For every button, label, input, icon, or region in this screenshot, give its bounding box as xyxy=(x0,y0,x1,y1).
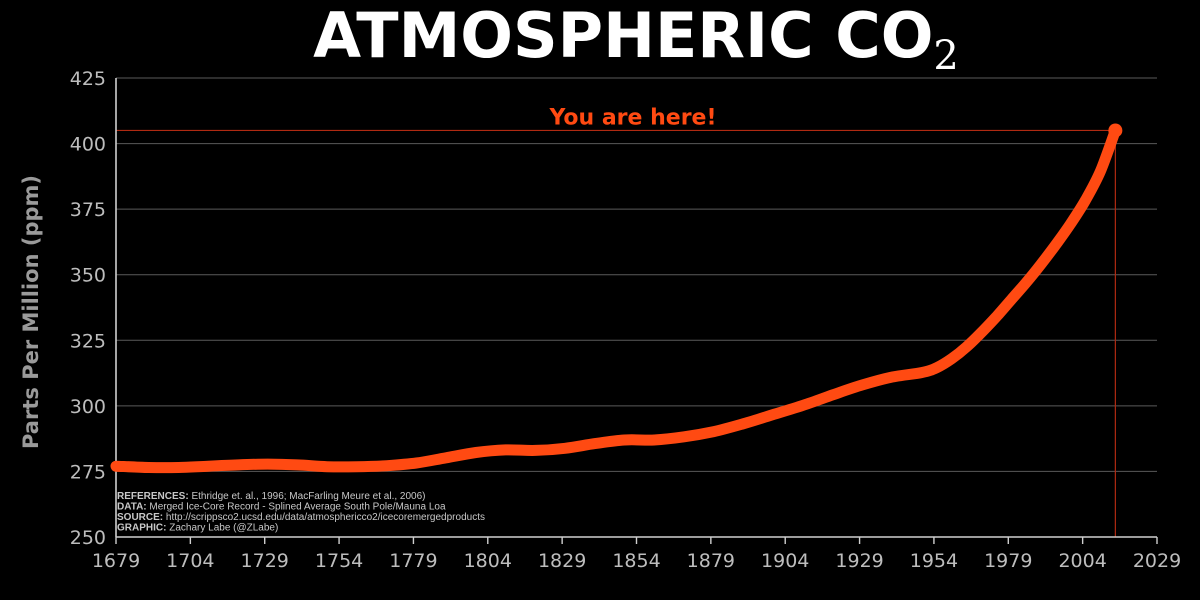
y-tick-label: 300 xyxy=(70,396,106,418)
reference-key: REFERENCES: xyxy=(117,491,189,502)
reference-line: GRAPHIC: Zachary Labe (@ZLabe) xyxy=(117,523,278,534)
reference-line: DATA: Merged Ice-Core Record - Splined A… xyxy=(117,502,446,513)
x-tick-label: 1679 xyxy=(92,550,140,572)
y-tick-label: 250 xyxy=(70,527,106,549)
you-are-here-label: You are here! xyxy=(548,105,716,130)
x-tick-label: 1954 xyxy=(910,550,958,572)
reference-key: DATA: xyxy=(117,502,147,513)
x-tick-label: 1804 xyxy=(464,550,512,572)
reference-line: REFERENCES: Ethridge et. al., 1996; MacF… xyxy=(117,491,425,502)
y-tick-label: 375 xyxy=(70,199,106,221)
x-tick-labels: 1679 1704 1729 1754 1779 1804 1829 1854 1879 1904… xyxy=(92,537,1181,572)
y-axis-label: Parts Per Million (ppm) xyxy=(19,175,43,449)
reference-text: Ethridge et. al., 1996; MacFarling Meure… xyxy=(189,491,426,502)
co2-series-line xyxy=(110,125,1121,474)
y-tick-label: 275 xyxy=(70,461,106,483)
y-tick-label: 350 xyxy=(70,265,106,287)
reference-text: http://scrippsco2.ucsd.edu/data/atmosphe… xyxy=(163,512,485,523)
reference-line: SOURCE: http://scrippsco2.ucsd.edu/data/… xyxy=(117,512,485,523)
x-tick-label: 1854 xyxy=(612,550,660,572)
y-tick-labels: 250 275 300 325 350 375 400 425 xyxy=(70,68,106,549)
current-value-marker xyxy=(1108,123,1123,138)
reference-text: Zachary Labe (@ZLabe) xyxy=(166,523,278,534)
reference-key: GRAPHIC: xyxy=(117,523,166,534)
you-are-here-guides xyxy=(116,129,1116,537)
x-tick-label: 1754 xyxy=(315,550,363,572)
reference-key: SOURCE: xyxy=(117,512,163,523)
grid-lines xyxy=(116,77,1157,472)
x-tick-label: 1704 xyxy=(166,550,214,572)
x-tick-label: 1929 xyxy=(835,550,883,572)
x-tick-label: 1829 xyxy=(538,550,586,572)
chart-title: ATMOSPHERIC CO2 xyxy=(313,0,959,79)
x-tick-label: 2004 xyxy=(1058,550,1106,572)
y-tick-label: 400 xyxy=(70,134,106,156)
x-tick-label: 1904 xyxy=(761,550,809,572)
x-tick-label: 2029 xyxy=(1133,550,1181,572)
y-tick-label: 425 xyxy=(70,68,106,90)
x-tick-label: 1979 xyxy=(984,550,1032,572)
y-tick-label: 325 xyxy=(70,330,106,352)
x-tick-label: 1879 xyxy=(687,550,735,572)
reference-text: Merged Ice-Core Record - Splined Average… xyxy=(147,502,446,513)
references-block: REFERENCES: Ethridge et. al., 1996; MacF… xyxy=(117,491,485,534)
x-tick-label: 1779 xyxy=(389,550,437,572)
x-tick-label: 1729 xyxy=(241,550,289,572)
